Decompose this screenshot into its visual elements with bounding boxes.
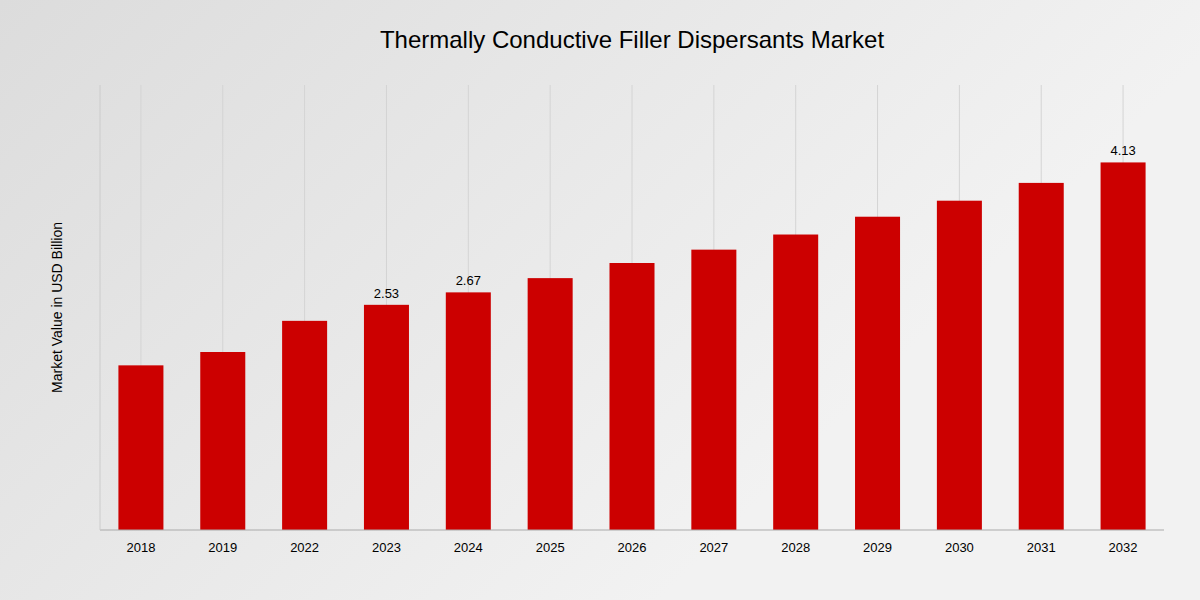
x-tick-label: 2027 (699, 540, 728, 555)
bar (282, 321, 327, 530)
bar (1101, 162, 1146, 530)
data-labels: 2.53 2.67 4.13 (374, 143, 1136, 300)
bar (200, 352, 245, 530)
data-label: 4.13 (1110, 143, 1135, 158)
x-tick-label: 2028 (781, 540, 810, 555)
bar (118, 365, 163, 530)
bar (528, 278, 573, 530)
bar (446, 292, 491, 530)
x-tick-label: 2023 (372, 540, 401, 555)
x-tick-label: 2025 (536, 540, 565, 555)
data-label: 2.67 (456, 273, 481, 288)
x-axis-line (100, 530, 1164, 531)
bar (691, 250, 736, 530)
x-tick-label: 2022 (290, 540, 319, 555)
bar (364, 305, 409, 530)
x-tick-label: 2032 (1109, 540, 1138, 555)
x-tick-label: 2024 (454, 540, 483, 555)
chart-svg: 2018 2019 2022 2023 2024 2025 2026 2027 2028 2029… (0, 0, 1200, 600)
grid (141, 85, 1123, 530)
x-tick-labels: 2018 2019 2022 2023 2024 2025 2026 2027 2028 2029… (126, 540, 1137, 555)
bar (937, 201, 982, 530)
x-tick-label: 2018 (126, 540, 155, 555)
x-tick-label: 2029 (863, 540, 892, 555)
bar (855, 217, 900, 530)
chart-container: 2018 2019 2022 2023 2024 2025 2026 2027 2028 2029… (0, 0, 1200, 600)
bars (118, 162, 1145, 530)
bar (609, 263, 654, 530)
x-tick-label: 2030 (945, 540, 974, 555)
y-axis-label: Market Value in USD Billion (49, 222, 65, 393)
y-axis-line (100, 85, 101, 530)
x-tick-label: 2031 (1027, 540, 1056, 555)
bar (1019, 183, 1064, 530)
title: Thermally Conductive Filler Dispersants … (380, 26, 884, 53)
x-tick-label: 2026 (618, 540, 647, 555)
x-tick-label: 2019 (208, 540, 237, 555)
data-label: 2.53 (374, 286, 399, 301)
bar (773, 235, 818, 530)
